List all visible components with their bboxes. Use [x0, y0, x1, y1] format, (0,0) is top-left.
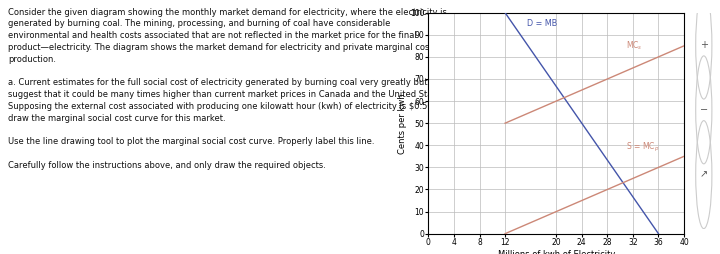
X-axis label: Millions of kwh of Electricity: Millions of kwh of Electricity — [498, 250, 615, 254]
Y-axis label: Cents per kwh: Cents per kwh — [398, 93, 407, 153]
Text: MC$_s$: MC$_s$ — [626, 40, 643, 53]
Text: S = MC$_p$: S = MC$_p$ — [626, 141, 660, 154]
Text: ↗: ↗ — [700, 170, 708, 180]
Text: D = MB: D = MB — [528, 19, 558, 28]
Text: −: − — [700, 105, 708, 115]
Text: Consider the given diagram showing the monthly market demand for electricity, wh: Consider the given diagram showing the m… — [9, 8, 448, 170]
Text: +: + — [700, 40, 708, 50]
